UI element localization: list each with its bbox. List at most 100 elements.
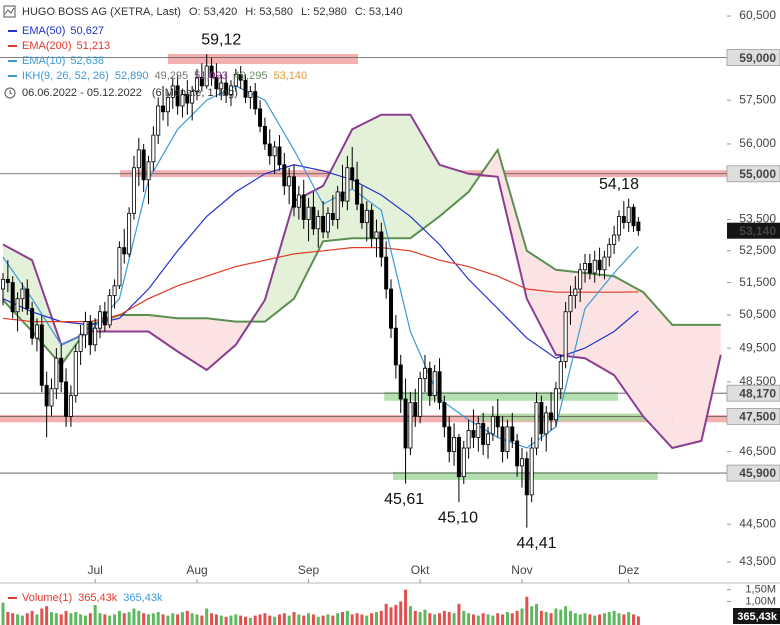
candle-body — [389, 288, 394, 329]
volume-bar — [171, 613, 175, 625]
candle-body — [301, 194, 306, 220]
volume-bar — [16, 614, 20, 625]
x-tick-label: Okt — [411, 563, 430, 577]
cloud-fill — [294, 185, 324, 299]
volume-bar — [117, 610, 121, 625]
volume-bar — [573, 613, 577, 625]
volume-bar — [321, 615, 325, 625]
candle-body — [180, 94, 185, 107]
candle-body — [25, 288, 30, 309]
volume-bar — [481, 613, 485, 625]
candle-body — [64, 381, 69, 417]
volume-bar — [244, 616, 248, 625]
legend-value: 51,213 — [77, 40, 111, 52]
volume-bar — [282, 613, 286, 625]
volume-bar — [69, 613, 73, 625]
volume-bar — [549, 613, 553, 625]
volume-bar — [341, 612, 345, 625]
cloud-fill — [148, 315, 178, 352]
extreme-label: 59,12 — [201, 31, 241, 48]
legend-value: 49,295 — [154, 70, 188, 82]
cloud-fill — [643, 292, 673, 449]
volume-bar — [539, 610, 543, 625]
volume-bar — [205, 608, 209, 625]
volume-bar — [433, 614, 437, 625]
volume-bar — [229, 615, 233, 625]
candle-body — [190, 91, 195, 104]
candle-body — [73, 351, 78, 397]
candle-body — [185, 94, 190, 104]
candle-body — [228, 85, 233, 95]
volume-bar — [365, 615, 369, 625]
volume-bar — [88, 613, 92, 625]
candle-body — [359, 203, 364, 224]
volume-bar — [384, 603, 388, 625]
candle-body — [626, 206, 631, 224]
candle-body — [631, 206, 636, 227]
y-tick-label: 51,500 — [739, 275, 776, 289]
volume-bar — [394, 605, 398, 625]
level-box — [726, 464, 780, 482]
candles — [1, 54, 641, 528]
candle-body — [39, 324, 44, 386]
chart-icon — [3, 5, 16, 18]
candle-body — [112, 285, 117, 296]
cloud-fill — [177, 318, 207, 370]
period: 06.06.2022 - 05.12.2022 — [22, 87, 142, 99]
volume-bar — [20, 615, 24, 625]
volume-bar — [127, 612, 131, 625]
cloud-fill — [410, 114, 440, 239]
level-label: 59,000 — [739, 51, 776, 65]
candle-body — [219, 82, 224, 90]
legend-entry: EMA(10) 52,638 — [22, 55, 104, 67]
volume-bar — [79, 614, 83, 625]
volume-bar — [462, 610, 466, 625]
volume-last-label: 365,43k — [737, 611, 778, 623]
legend-entry: EMA(50) 50,627 — [22, 25, 104, 37]
cloud-fill — [381, 114, 411, 239]
volume-bar — [248, 617, 252, 625]
candle-body — [262, 125, 267, 145]
candle-body — [563, 311, 568, 362]
axes: 60,500 57,500 56,000 53,500 52,500 51,500 50,5… — [87, 8, 780, 624]
volume-bar — [559, 609, 563, 625]
volume-bar — [190, 613, 194, 625]
candle-body — [510, 426, 515, 442]
level-box — [726, 165, 780, 183]
candle-body — [146, 161, 151, 181]
volume-bar — [438, 613, 442, 625]
y-tick-label: 50,500 — [739, 307, 776, 321]
quote: O: 53,420 — [189, 6, 237, 18]
candle-body — [156, 105, 161, 136]
candle-body — [558, 361, 563, 390]
volume-bar — [423, 609, 427, 625]
zone — [167, 53, 359, 65]
volume-bar — [54, 613, 58, 625]
volume-bar — [156, 612, 160, 625]
candle-body — [44, 384, 49, 407]
candle-body — [5, 278, 10, 283]
volume-bar — [331, 615, 335, 625]
volume-bar — [311, 614, 315, 625]
candle-body — [350, 167, 355, 181]
volume-bar — [486, 614, 490, 625]
candle-body — [612, 234, 617, 245]
volume-bar — [389, 607, 393, 625]
candle-body — [549, 412, 554, 421]
volume-bar — [360, 614, 364, 625]
period-line: 06.06.2022 - 05.12.2022 (6 Monate, 1 Tag) — [22, 87, 238, 99]
volume-bar — [25, 613, 29, 625]
candle-body — [34, 324, 39, 339]
volume-bar — [35, 614, 39, 625]
candle-body — [277, 146, 282, 166]
volume-bar — [166, 615, 170, 625]
candle-body — [505, 426, 510, 452]
legend-name: EMA(50) — [22, 25, 65, 37]
candle-body — [553, 388, 558, 421]
candle-body — [93, 327, 98, 346]
cloud-fill — [3, 244, 33, 332]
candle-body — [224, 82, 229, 95]
candle-body — [78, 334, 83, 352]
candle-body — [529, 447, 534, 496]
